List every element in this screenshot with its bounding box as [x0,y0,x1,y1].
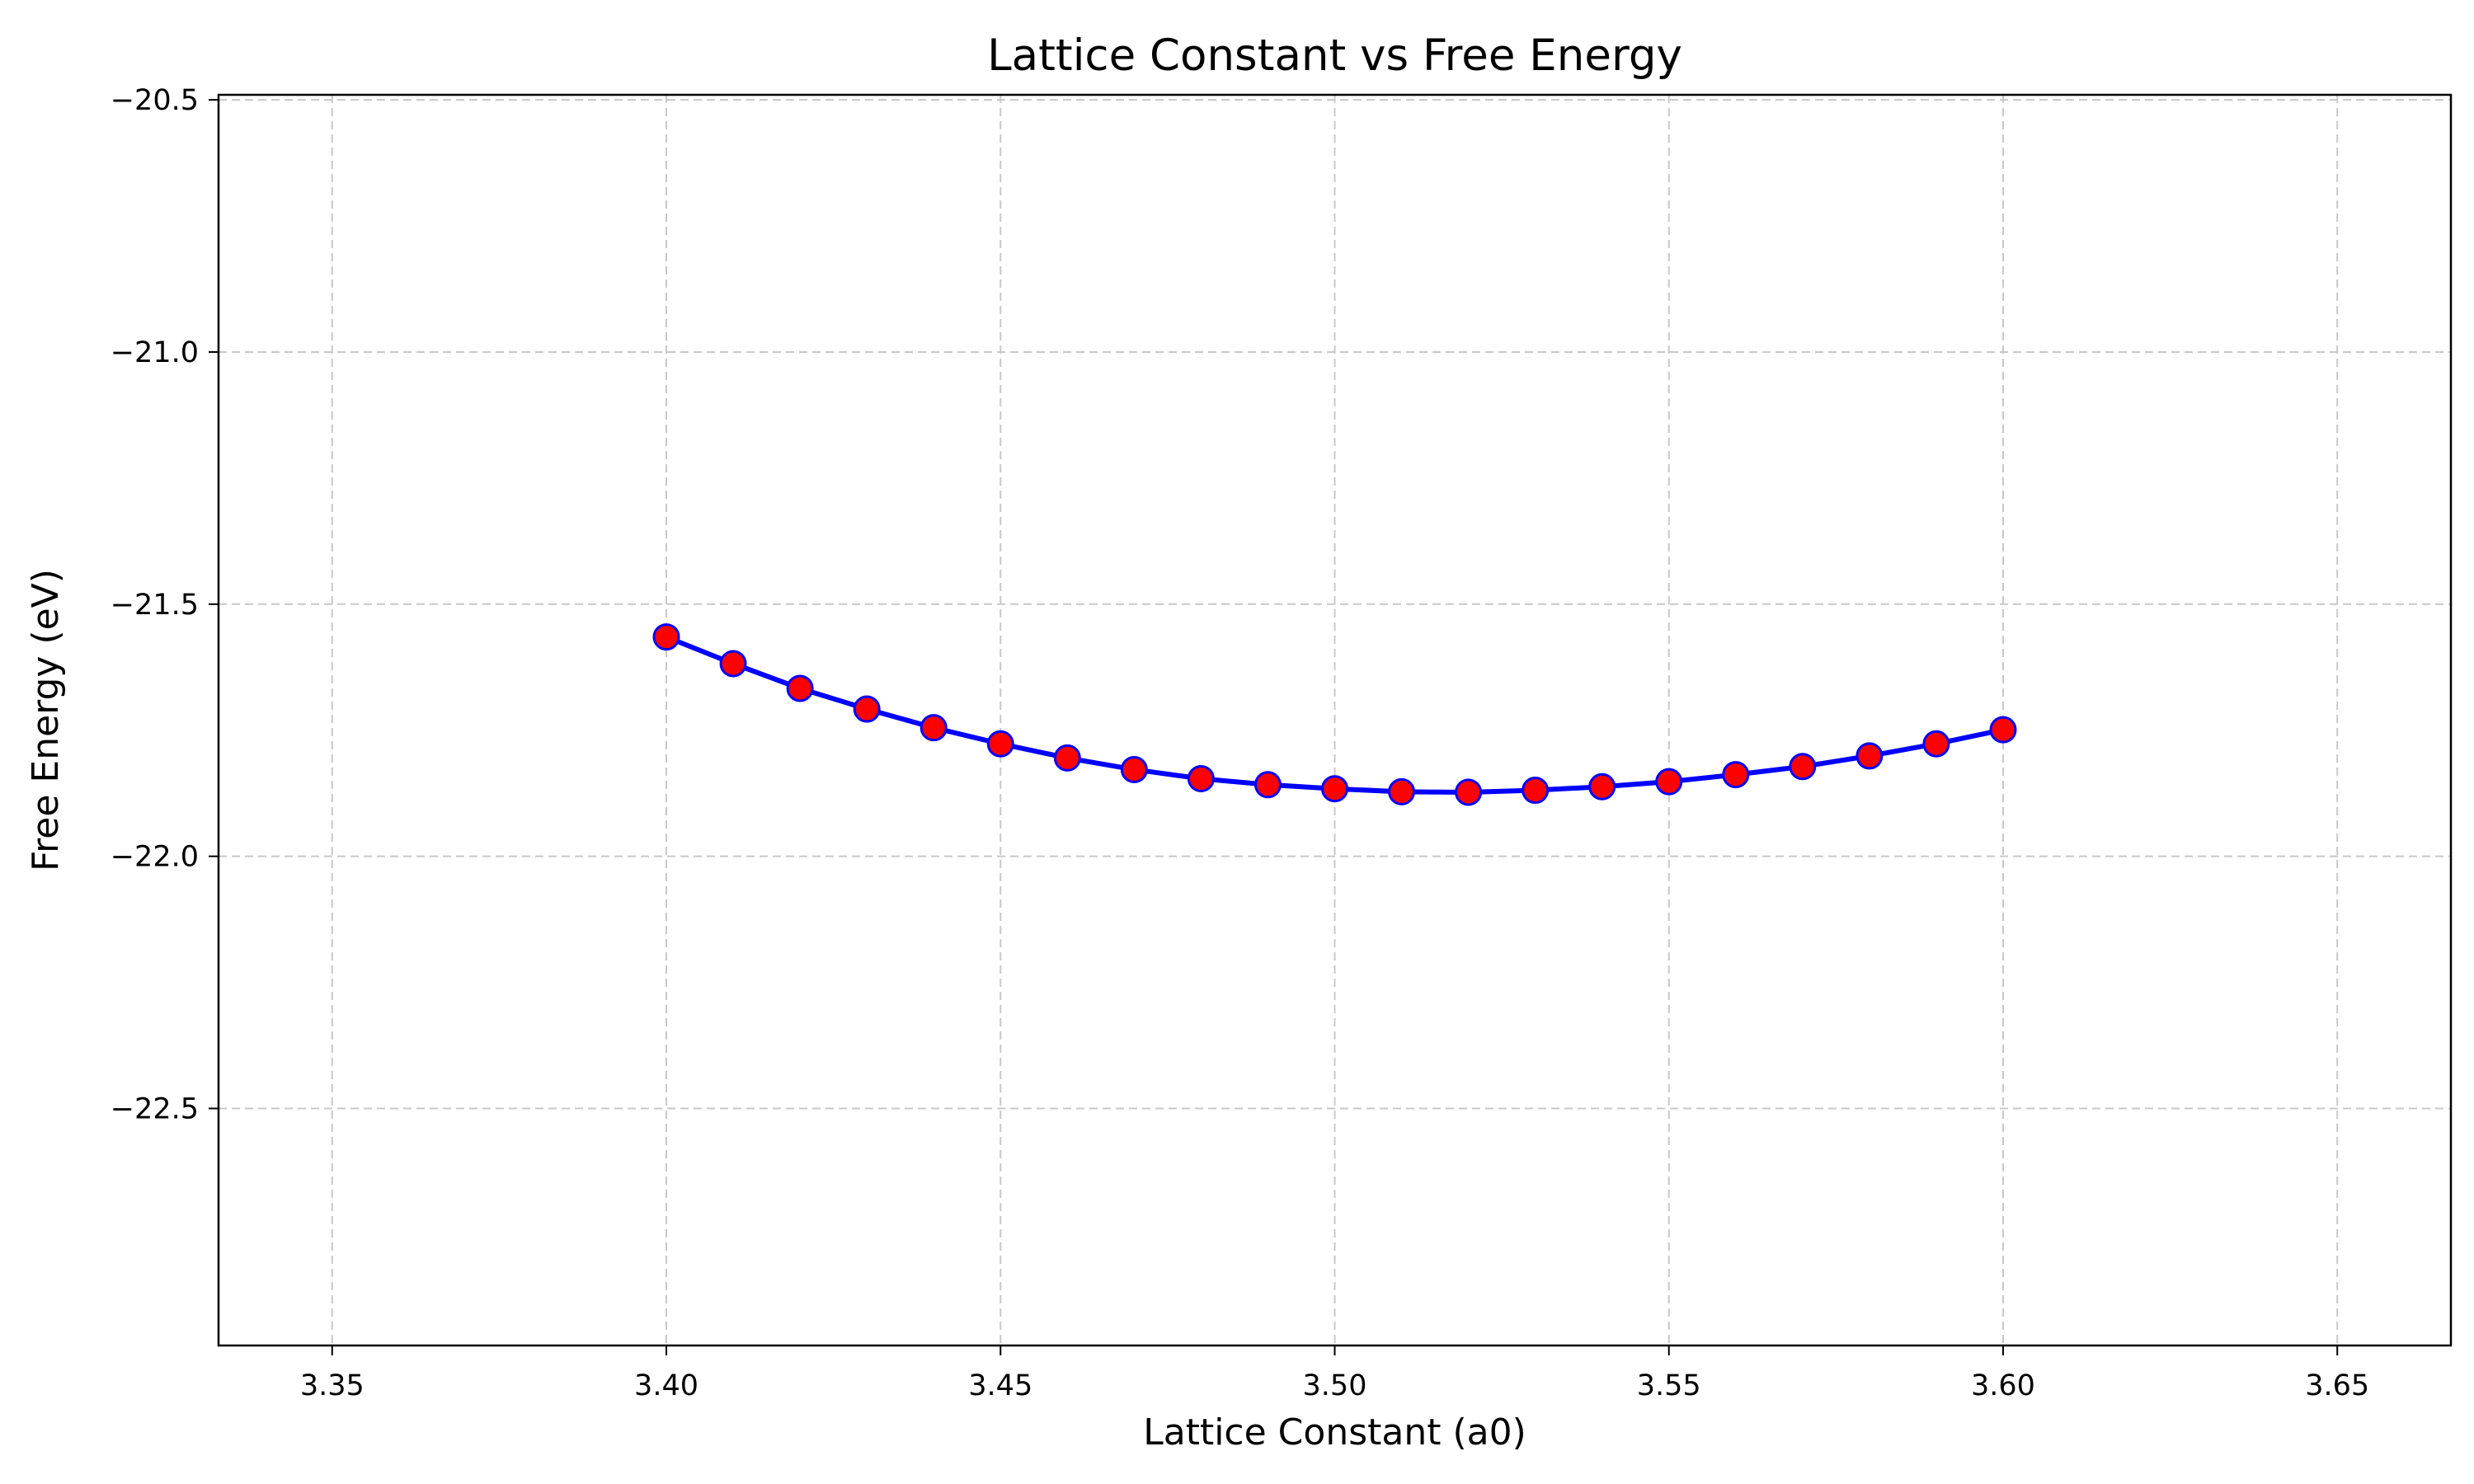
chart-title: Lattice Constant vs Free Energy [987,31,1682,81]
data-point [1856,742,1884,770]
ticks: 3.35 3.40 3.45 3.50 3.55 3.60 3.65 −20.5 −21.0 −2… [111,84,2369,1402]
x-tick-label: 3.35 [300,1369,365,1402]
y-tick-label: −21.5 [111,589,199,622]
data-point [1789,753,1817,781]
x-tick-label: 3.55 [1637,1369,1701,1402]
y-tick-label: −20.5 [111,84,199,117]
data-point [1588,773,1616,801]
grid [219,95,2451,1345]
x-tick-label: 3.40 [634,1369,698,1402]
data-point [1722,761,1750,789]
data-point [1187,764,1215,792]
y-tick-label: −21.0 [111,336,199,369]
data-point [1522,777,1550,805]
data-point [1253,771,1282,799]
data-point [920,714,948,742]
y-axis-title: Free Energy (eV) [25,569,67,871]
x-tick-label: 3.60 [1971,1369,2035,1402]
data-point [1655,768,1683,796]
data-point [1321,775,1348,803]
y-tick-label: −22.5 [111,1093,199,1126]
x-tick-label: 3.45 [968,1369,1032,1402]
series [652,623,2017,806]
plot-frame [217,93,2453,1347]
data-point [1388,777,1416,805]
data-point [1922,730,1950,758]
data-point [1120,755,1148,783]
data-point [1455,778,1483,806]
data-point [786,674,814,702]
data-point [1053,744,1081,772]
x-tick-label: 3.50 [1303,1369,1367,1402]
data-point [853,695,881,723]
data-point [719,650,747,678]
x-tick-label: 3.65 [2305,1369,2369,1402]
data-point [1989,716,2017,744]
data-point [986,730,1014,758]
data-point [652,623,680,651]
x-axis-title: Lattice Constant (a0) [1143,1411,1526,1453]
y-tick-label: −22.0 [111,841,199,874]
